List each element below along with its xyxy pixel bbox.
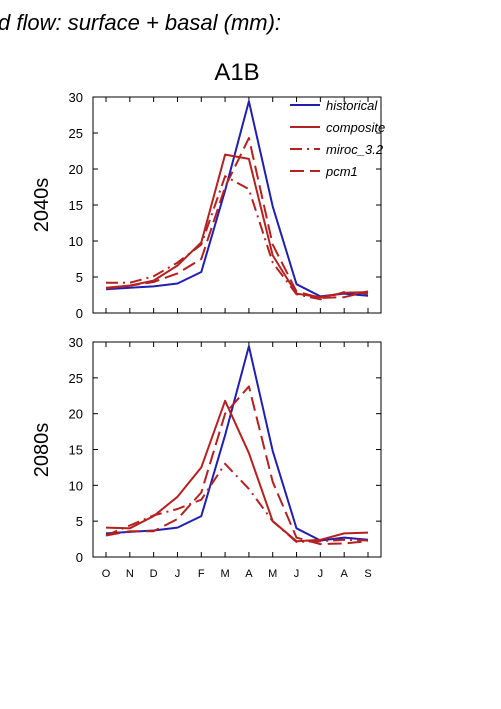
y-tick-label: 15: [69, 198, 83, 213]
series-line-composite: [105, 399, 369, 543]
panel-2040s: 2040s 0 5 10 15 20 25 30 historical composite mir…: [31, 90, 385, 321]
series-line-pcm1: [105, 137, 369, 299]
series-line-historical: [105, 345, 369, 542]
y-tick-label: 0: [76, 550, 83, 565]
x-tick-label: M: [268, 568, 277, 580]
y-tick-label: 30: [69, 90, 83, 105]
y-tick-label: 25: [69, 371, 83, 386]
x-tick-label: J: [175, 568, 181, 580]
legend-label: pcm1: [325, 164, 358, 179]
x-tick-label: A: [341, 568, 349, 580]
panel-label-2040s: 2040s: [31, 178, 53, 233]
y-tick-label: 10: [69, 478, 83, 493]
y-tick-label: 5: [76, 514, 83, 529]
x-tick-label: O: [102, 568, 111, 580]
legend-label: historical: [326, 98, 378, 113]
y-tick-label: 20: [69, 162, 83, 177]
x-tick-label: J: [294, 568, 300, 580]
y-tick-label: 20: [69, 407, 83, 422]
x-tick-label: J: [318, 568, 324, 580]
figure-title: d flow: surface + basal (mm):: [0, 10, 281, 35]
y-tick-label: 5: [76, 270, 83, 285]
legend-label: miroc_3.2: [326, 142, 384, 157]
y-tick-label: 10: [69, 234, 83, 249]
y-tick-label: 0: [76, 306, 83, 321]
series-line-miroc-3-2: [105, 462, 369, 543]
y-tick-label: 15: [69, 443, 83, 458]
y-tick-label: 30: [69, 335, 83, 350]
panel-label-2080s: 2080s: [31, 423, 53, 478]
x-tick-label: D: [150, 568, 158, 580]
series-line-composite: [105, 153, 369, 299]
scenario-title: A1B: [214, 59, 259, 86]
x-tick-label: M: [221, 568, 230, 580]
x-tick-label: S: [364, 568, 371, 580]
x-tick-label: A: [245, 568, 253, 580]
series-line-pcm1: [105, 385, 369, 546]
legend-label: composite: [326, 120, 385, 135]
series-line-miroc-3-2: [106, 175, 369, 301]
x-tick-label: N: [126, 568, 134, 580]
y-tick-label: 25: [69, 126, 83, 141]
panel-2080s: 2080s 0 5 10 15 20 25 30 O N D J F M A M J J A S: [31, 335, 382, 580]
x-tick-label: F: [198, 568, 205, 580]
